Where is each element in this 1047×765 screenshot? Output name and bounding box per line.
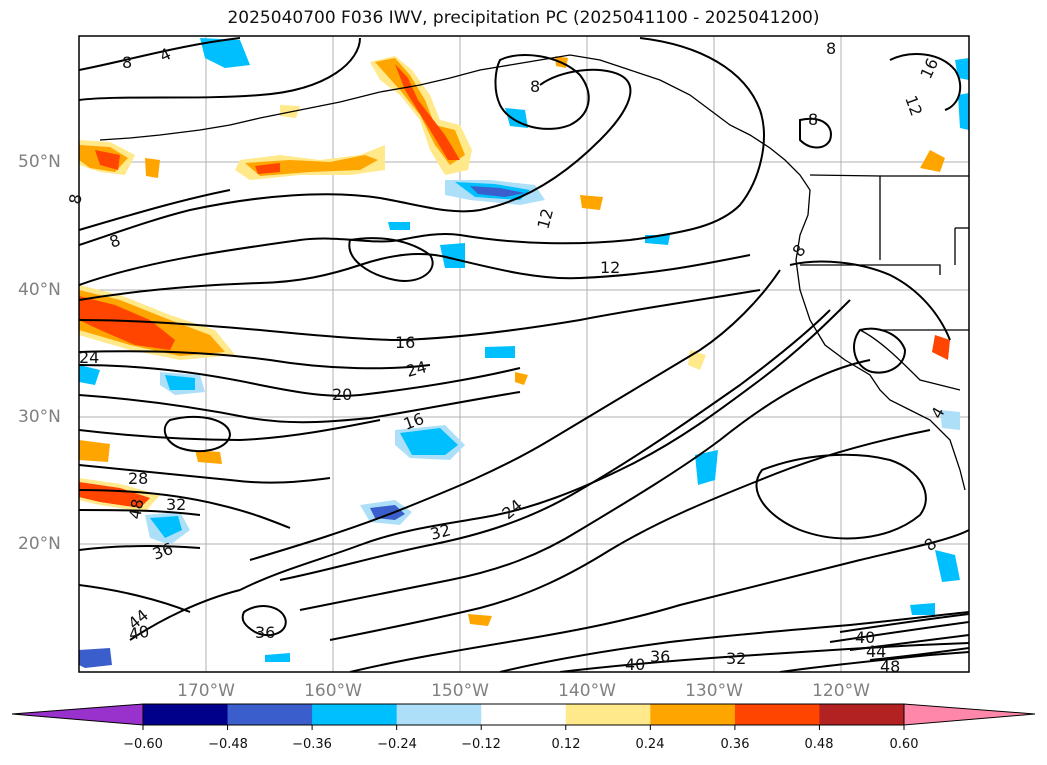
map-plot-area: [79, 36, 969, 672]
colorbar-tick-label: 0.48: [804, 737, 834, 752]
colorbar-tick-label: 0.60: [889, 737, 919, 752]
lat-label-50n: 50°N: [18, 152, 61, 172]
colorbar-tick-label: 0.24: [635, 737, 665, 752]
contour-label: 36: [650, 647, 670, 666]
contour-label: 8: [808, 110, 818, 129]
contour-label: 36: [255, 623, 275, 642]
lon-label-150w: 150°W: [431, 681, 489, 701]
colorbar-tick-label: −0.24: [377, 737, 417, 752]
contour-label: 4: [157, 44, 174, 66]
colorbar-tick-label: −0.60: [123, 737, 163, 752]
contour-label: 24: [404, 357, 429, 381]
coastlines: [99, 54, 969, 491]
colorbar-tick-label: 0.36: [720, 737, 750, 752]
plot-frame: [78, 35, 970, 673]
colorbar-bin: [650, 704, 736, 725]
colorbar-frame: [142, 703, 905, 726]
lon-label-170w: 170°W: [177, 681, 235, 701]
contour-label: 40: [625, 655, 645, 674]
contour-label: 12: [600, 258, 620, 277]
contour-label: 20: [332, 385, 352, 404]
contour-label: 48: [880, 657, 900, 676]
lat-label-20n: 20°N: [18, 534, 61, 554]
contour-label: 40: [855, 628, 875, 647]
colorbar-bin: [227, 704, 313, 725]
colorbar-bin: [143, 704, 229, 725]
contour-label: 32: [166, 495, 186, 514]
lat-label-30n: 30°N: [18, 407, 61, 427]
colorbar-tick-label: −0.36: [292, 737, 332, 752]
chart-title: 2025040700 F036 IWV, precipitation PC (2…: [227, 8, 820, 28]
lon-label-130w: 130°W: [685, 681, 743, 701]
colorbar-extend-low: [11, 703, 144, 726]
contour-label: 40: [127, 622, 150, 644]
contour-label: 16: [916, 55, 942, 81]
lat-label-40n: 40°N: [18, 280, 61, 300]
lon-label-140w: 140°W: [558, 681, 616, 701]
contour-label: 8: [530, 77, 540, 96]
colorbar-bin: [312, 704, 398, 725]
contour-label: 8: [122, 53, 132, 72]
colorbar-bin: [565, 704, 651, 725]
contour-label: 16: [395, 333, 415, 352]
contour-label: 28: [128, 469, 148, 488]
colorbar-tick-label: −0.48: [208, 737, 248, 752]
contour-label: 48: [125, 497, 147, 520]
lon-label-160w: 160°W: [304, 681, 362, 701]
contour-label: 32: [726, 649, 746, 668]
contour-label: 8: [107, 230, 123, 251]
colorbar-tick-label: 0.12: [551, 737, 581, 752]
colorbar-bin: [481, 704, 567, 725]
contour-label: 12: [534, 206, 558, 231]
contour-label: 8: [826, 39, 836, 58]
colorbar-bin: [734, 704, 820, 725]
colorbar-tick-label: −0.12: [461, 737, 501, 752]
contour-label: 24: [79, 348, 99, 367]
lon-label-120w: 120°W: [812, 681, 870, 701]
contour-label: 12: [901, 93, 926, 119]
colorbar-bin: [396, 704, 482, 725]
colorbar-bin: [819, 704, 905, 725]
contour-label: 8: [65, 192, 85, 205]
contour-label: 44: [866, 642, 886, 661]
colorbar: [11, 703, 1036, 730]
contour-label: 32: [428, 520, 453, 544]
colorbar-extend-high: [903, 703, 1036, 726]
precip-positive-fills: [79, 56, 950, 626]
iwv-contours: [79, 37, 969, 672]
